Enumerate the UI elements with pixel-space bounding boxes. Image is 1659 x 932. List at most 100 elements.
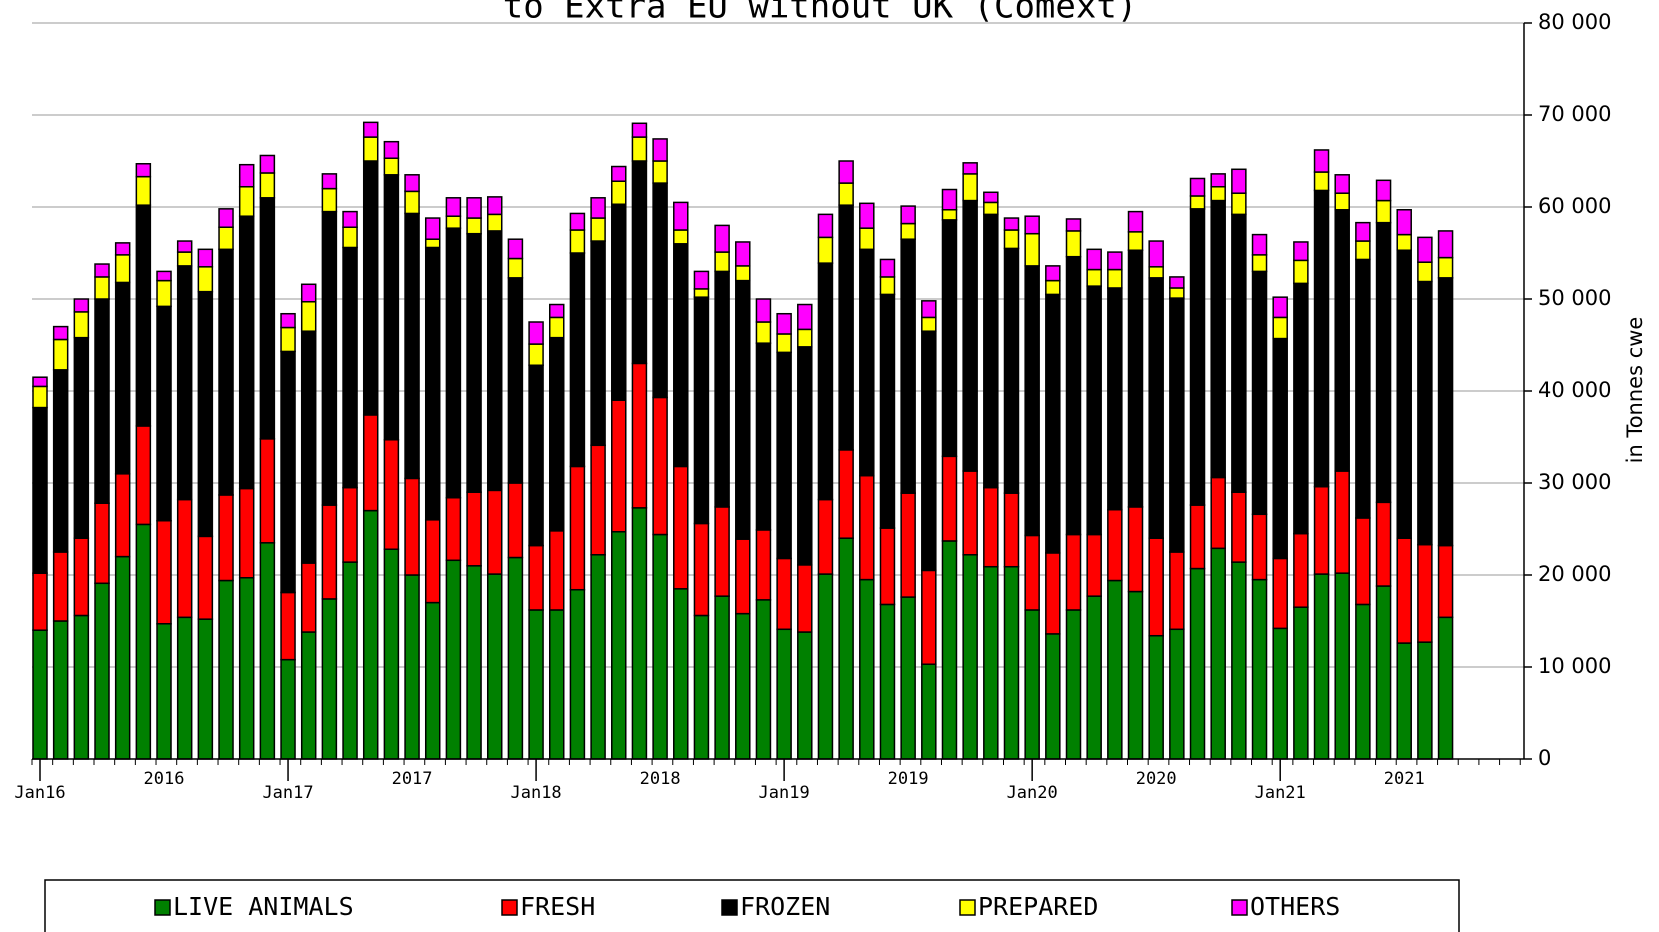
bar-segment: [1417, 236, 1433, 263]
bar-segment: [486, 489, 503, 575]
bar-segment: [569, 465, 586, 591]
bar-segment: [1024, 265, 1040, 537]
bar-segment: [590, 217, 606, 242]
bar-segment: [900, 205, 916, 225]
bar-segment: [714, 506, 730, 597]
bar-segment: [1065, 230, 1082, 258]
y-tick-label: 0: [1538, 746, 1551, 770]
bar-segment: [859, 578, 875, 760]
bar-segment: [879, 527, 896, 606]
bar-segment: [859, 474, 875, 581]
legend-label: OTHERS: [1250, 892, 1340, 921]
bar-segment: [445, 227, 462, 499]
bar-segment: [424, 601, 441, 760]
bar-segment: [1045, 552, 1061, 635]
bar-segment: [404, 212, 420, 480]
bar-segment: [135, 523, 152, 760]
bar-segment: [507, 556, 524, 760]
bar-segment: [1086, 595, 1102, 760]
bar-segment: [156, 519, 172, 625]
bar-segment: [114, 555, 131, 760]
bar-segment: [445, 559, 462, 760]
year-label: 2018: [640, 769, 681, 789]
bar-segment: [962, 173, 978, 202]
bar-segment: [280, 658, 296, 760]
bar-segment: [1437, 277, 1454, 547]
bar-segment: [1169, 287, 1185, 299]
bar-segment: [590, 240, 606, 447]
bar-segment: [466, 217, 482, 235]
bar-segment: [1127, 210, 1144, 233]
bar-segment: [73, 298, 90, 313]
y-tick-label: 30 000: [1538, 470, 1611, 494]
bar-segment: [1293, 241, 1309, 262]
legend-swatch: [1231, 899, 1248, 916]
bar-segment: [735, 241, 751, 267]
bar-segment: [817, 213, 834, 239]
bar-segment: [1355, 258, 1371, 519]
bar-segment: [879, 258, 896, 278]
bar-segment: [652, 160, 668, 184]
bar-segment: [342, 486, 358, 563]
x-tick-label: Jan18: [510, 783, 561, 803]
bar-segment: [1251, 578, 1268, 760]
bar-segment: [466, 197, 482, 219]
bar-segment: [342, 246, 358, 489]
legend-swatch: [959, 899, 976, 916]
bar-segment: [1375, 501, 1392, 587]
bar-segment: [673, 588, 689, 760]
bar-segment: [342, 210, 358, 228]
legend-label: FRESH: [520, 892, 595, 921]
bar-segment: [321, 187, 338, 213]
bar-segment: [1355, 517, 1371, 606]
bar-segment: [218, 494, 234, 582]
bar-segment: [962, 554, 978, 760]
bar-segment: [962, 162, 978, 175]
bar-segment: [941, 455, 958, 542]
bar-segment: [362, 121, 379, 138]
bar-segment: [238, 577, 255, 760]
bar-segment: [32, 376, 48, 388]
bar-segment: [383, 157, 400, 176]
bar-segment: [652, 182, 668, 399]
bar-segment: [1086, 268, 1102, 287]
bar-segment: [94, 263, 110, 278]
bar-segment: [1024, 215, 1040, 235]
bar-segment: [714, 251, 730, 273]
bar-segment: [1045, 633, 1061, 760]
bar-segment: [735, 538, 751, 615]
year-label: 2016: [144, 769, 185, 789]
bar-segment: [755, 298, 772, 323]
bar-segment: [921, 300, 937, 319]
bar-segment: [859, 202, 875, 229]
bar-segment: [1334, 174, 1350, 194]
bar-segment: [218, 226, 234, 251]
bar-segment: [404, 574, 420, 760]
bar-segment: [1024, 534, 1040, 611]
bar-segment: [1437, 544, 1454, 619]
bar-segment: [1107, 508, 1123, 582]
bar-segment: [445, 496, 462, 562]
bar-segment: [549, 336, 565, 532]
bar-segment: [1107, 287, 1123, 511]
bar-segment: [156, 623, 172, 760]
bar-segment: [404, 477, 420, 576]
bar-segment: [1396, 233, 1412, 251]
bar-segment: [1107, 268, 1123, 289]
bar-segment: [176, 251, 193, 267]
x-tick-label: Jan19: [759, 783, 810, 803]
bar-segment: [1375, 179, 1392, 202]
bar-segment: [1293, 282, 1309, 535]
x-tick-label: Jan17: [262, 783, 313, 803]
bar-segment: [569, 252, 586, 468]
bar-segment: [921, 663, 937, 760]
bar-segment: [879, 276, 896, 296]
bar-segment: [631, 362, 648, 509]
bar-segment: [776, 351, 792, 560]
bar-segment: [1003, 229, 1020, 250]
bar-segment: [755, 529, 772, 601]
bar-segment: [1293, 259, 1309, 285]
bar-segment: [300, 330, 317, 564]
bar-segment: [321, 598, 338, 760]
bar-segment: [1065, 609, 1082, 760]
